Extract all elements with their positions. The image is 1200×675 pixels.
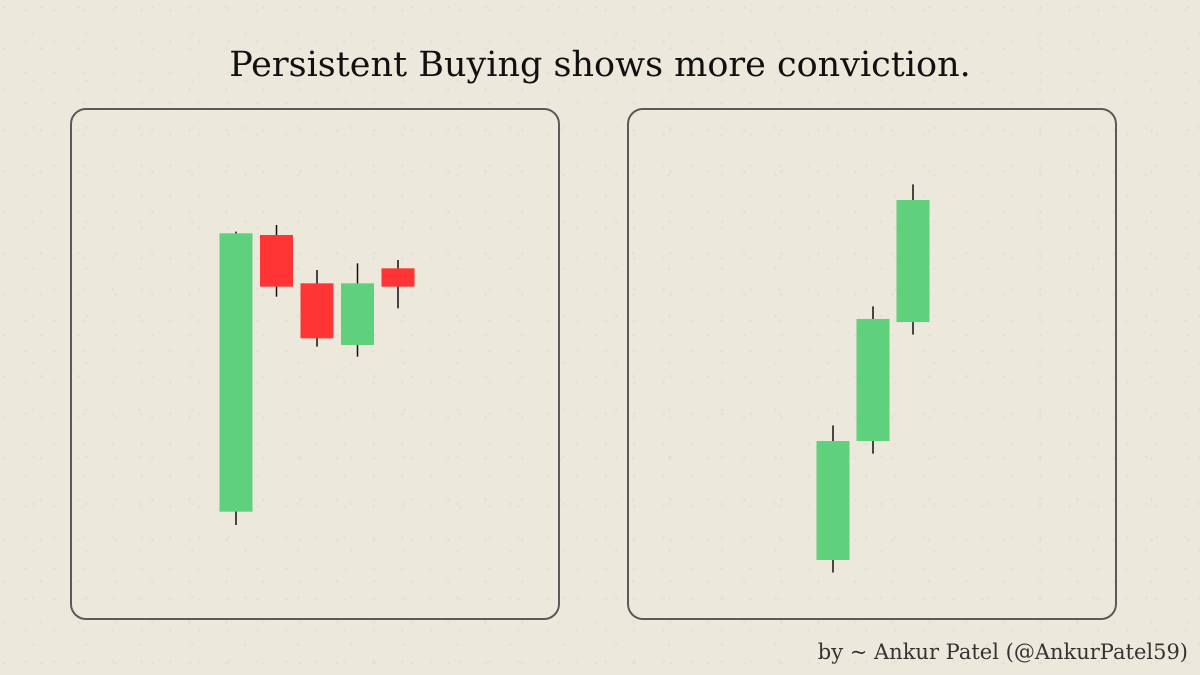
candle-4 bbox=[341, 263, 374, 357]
candle-1 bbox=[219, 231, 253, 525]
chart-panel-right bbox=[627, 108, 1117, 620]
candle-5 bbox=[381, 260, 415, 309]
bearish-candle-body bbox=[300, 283, 334, 339]
author-credit: by ~ Ankur Patel (@AnkurPatel59) bbox=[817, 640, 1188, 664]
chart-title: Persistent Buying shows more conviction. bbox=[229, 45, 971, 85]
candle-1 bbox=[816, 425, 850, 573]
candlestick-chart-left bbox=[219, 225, 415, 525]
bullish-candle-body bbox=[219, 233, 253, 512]
candle-3 bbox=[896, 184, 930, 335]
bullish-candle-body bbox=[816, 441, 850, 560]
candle-2 bbox=[856, 306, 890, 454]
candle-3 bbox=[300, 270, 334, 347]
bullish-candle-body bbox=[341, 283, 374, 345]
bullish-candle-body bbox=[896, 200, 930, 323]
bearish-candle-body bbox=[381, 268, 415, 287]
candlestick-chart-right bbox=[816, 184, 930, 573]
bearish-candle-body bbox=[260, 235, 293, 287]
chart-panel-left bbox=[70, 108, 560, 620]
candle-2 bbox=[260, 225, 293, 297]
bullish-candle-body bbox=[856, 318, 890, 442]
